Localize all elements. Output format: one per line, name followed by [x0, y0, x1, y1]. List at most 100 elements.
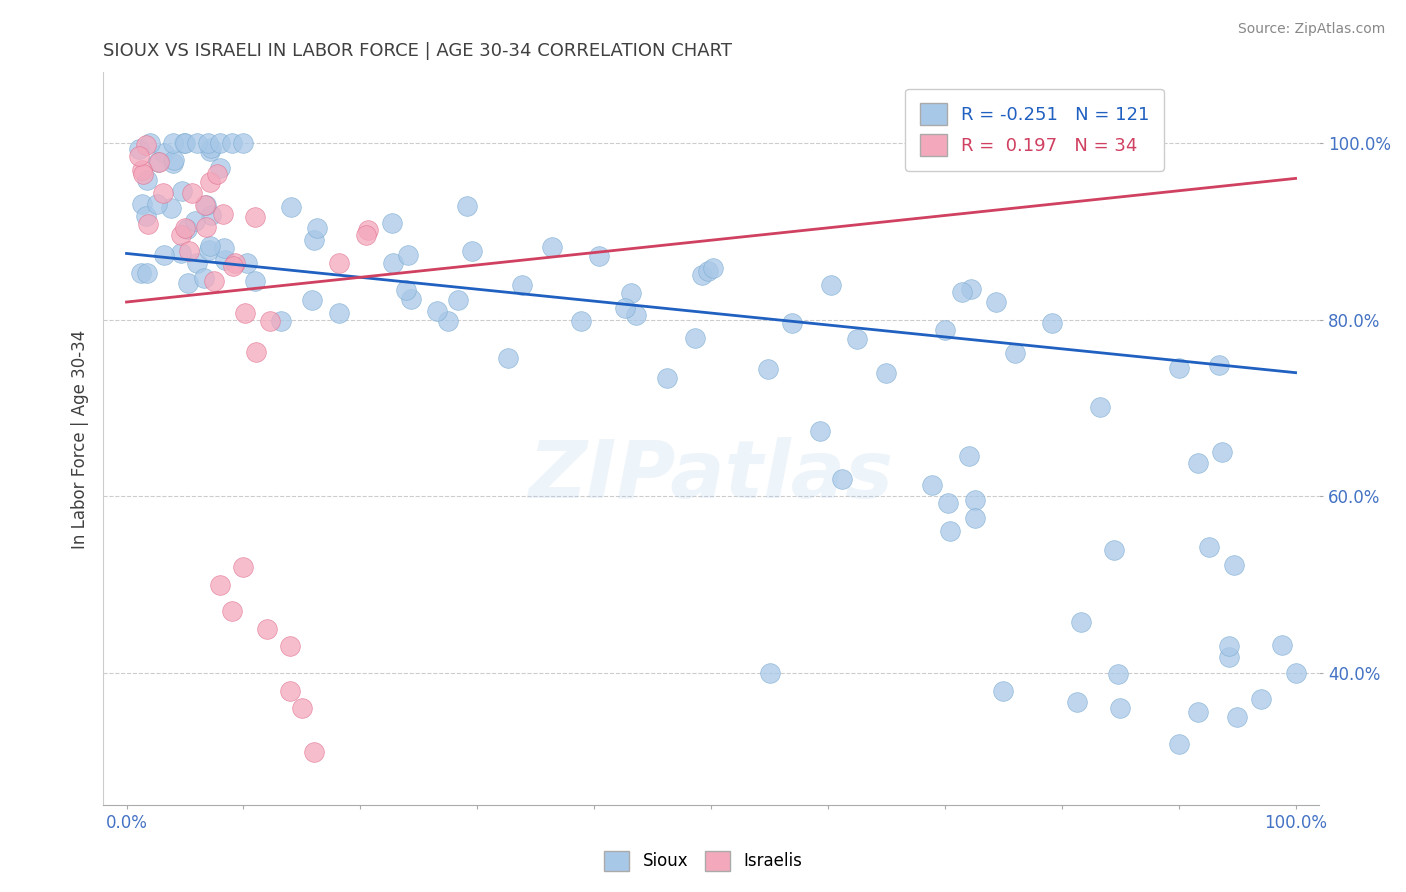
Y-axis label: In Labor Force | Age 30-34: In Labor Force | Age 30-34: [72, 329, 89, 549]
Point: [1004, 346, 1026, 360]
Point: [221, 136, 243, 150]
Point: [163, 153, 186, 168]
Point: [950, 285, 973, 300]
Point: [136, 217, 159, 231]
Point: [291, 701, 314, 715]
Point: [936, 495, 959, 509]
Point: [170, 246, 193, 260]
Point: [461, 244, 484, 258]
Point: [569, 314, 592, 328]
Point: [148, 154, 170, 169]
Point: [256, 622, 278, 636]
Point: [195, 220, 218, 235]
Point: [1198, 540, 1220, 554]
Point: [135, 210, 157, 224]
Point: [1226, 710, 1249, 724]
Point: [232, 560, 254, 574]
Point: [173, 221, 195, 235]
Point: [132, 167, 155, 181]
Point: [690, 268, 713, 283]
Point: [160, 201, 183, 215]
Point: [173, 136, 195, 151]
Point: [1187, 705, 1209, 719]
Point: [208, 136, 231, 150]
Point: [960, 282, 983, 296]
Point: [820, 278, 842, 293]
Point: [184, 214, 207, 228]
Point: [588, 248, 610, 262]
Point: [756, 362, 779, 376]
Point: [194, 198, 217, 212]
Point: [245, 345, 267, 359]
Point: [328, 306, 350, 320]
Point: [214, 252, 236, 267]
Point: [620, 285, 643, 300]
Point: [1208, 358, 1230, 372]
Point: [270, 313, 292, 327]
Point: [1167, 360, 1189, 375]
Point: [1090, 400, 1112, 414]
Legend: Sioux, Israelis: Sioux, Israelis: [596, 842, 810, 880]
Point: [174, 136, 197, 150]
Point: [200, 140, 222, 154]
Point: [456, 199, 478, 213]
Point: [193, 271, 215, 285]
Point: [128, 149, 150, 163]
Point: [186, 136, 208, 150]
Point: [921, 478, 943, 492]
Point: [128, 142, 150, 156]
Point: [162, 155, 184, 169]
Point: [208, 577, 231, 591]
Point: [135, 138, 157, 153]
Legend: R = -0.251   N = 121, R =  0.197   N = 34: R = -0.251 N = 121, R = 0.197 N = 34: [905, 89, 1164, 170]
Point: [131, 163, 153, 178]
Point: [280, 200, 302, 214]
Text: Source: ZipAtlas.com: Source: ZipAtlas.com: [1237, 22, 1385, 37]
Point: [1211, 444, 1233, 458]
Point: [426, 304, 449, 318]
Point: [1070, 615, 1092, 629]
Point: [131, 197, 153, 211]
Point: [758, 665, 780, 680]
Point: [1040, 317, 1063, 331]
Point: [697, 264, 720, 278]
Text: SIOUX VS ISRAELI IN LABOR FORCE | AGE 30-34 CORRELATION CHART: SIOUX VS ISRAELI IN LABOR FORCE | AGE 30…: [103, 42, 733, 60]
Point: [1187, 456, 1209, 470]
Point: [831, 472, 853, 486]
Point: [224, 256, 246, 270]
Point: [169, 227, 191, 242]
Point: [301, 293, 323, 307]
Point: [221, 604, 243, 618]
Point: [1107, 666, 1129, 681]
Point: [153, 146, 176, 161]
Point: [198, 175, 221, 189]
Point: [1066, 696, 1088, 710]
Point: [278, 683, 301, 698]
Point: [541, 240, 564, 254]
Point: [394, 283, 416, 297]
Point: [181, 186, 204, 200]
Point: [1222, 558, 1244, 573]
Point: [626, 308, 648, 322]
Point: [498, 351, 520, 366]
Point: [233, 305, 256, 319]
Point: [177, 277, 200, 291]
Point: [1218, 639, 1240, 653]
Point: [198, 239, 221, 253]
Point: [993, 683, 1015, 698]
Point: [162, 136, 184, 150]
Point: [356, 222, 378, 236]
Point: [302, 745, 325, 759]
Point: [243, 274, 266, 288]
Point: [278, 640, 301, 654]
Point: [222, 259, 245, 273]
Point: [354, 228, 377, 243]
Point: [808, 424, 831, 438]
Point: [135, 266, 157, 280]
Point: [186, 256, 208, 270]
Point: [614, 301, 637, 316]
Point: [512, 278, 534, 293]
Point: [202, 275, 225, 289]
Text: ZIPatlas: ZIPatlas: [529, 436, 894, 515]
Point: [212, 241, 235, 255]
